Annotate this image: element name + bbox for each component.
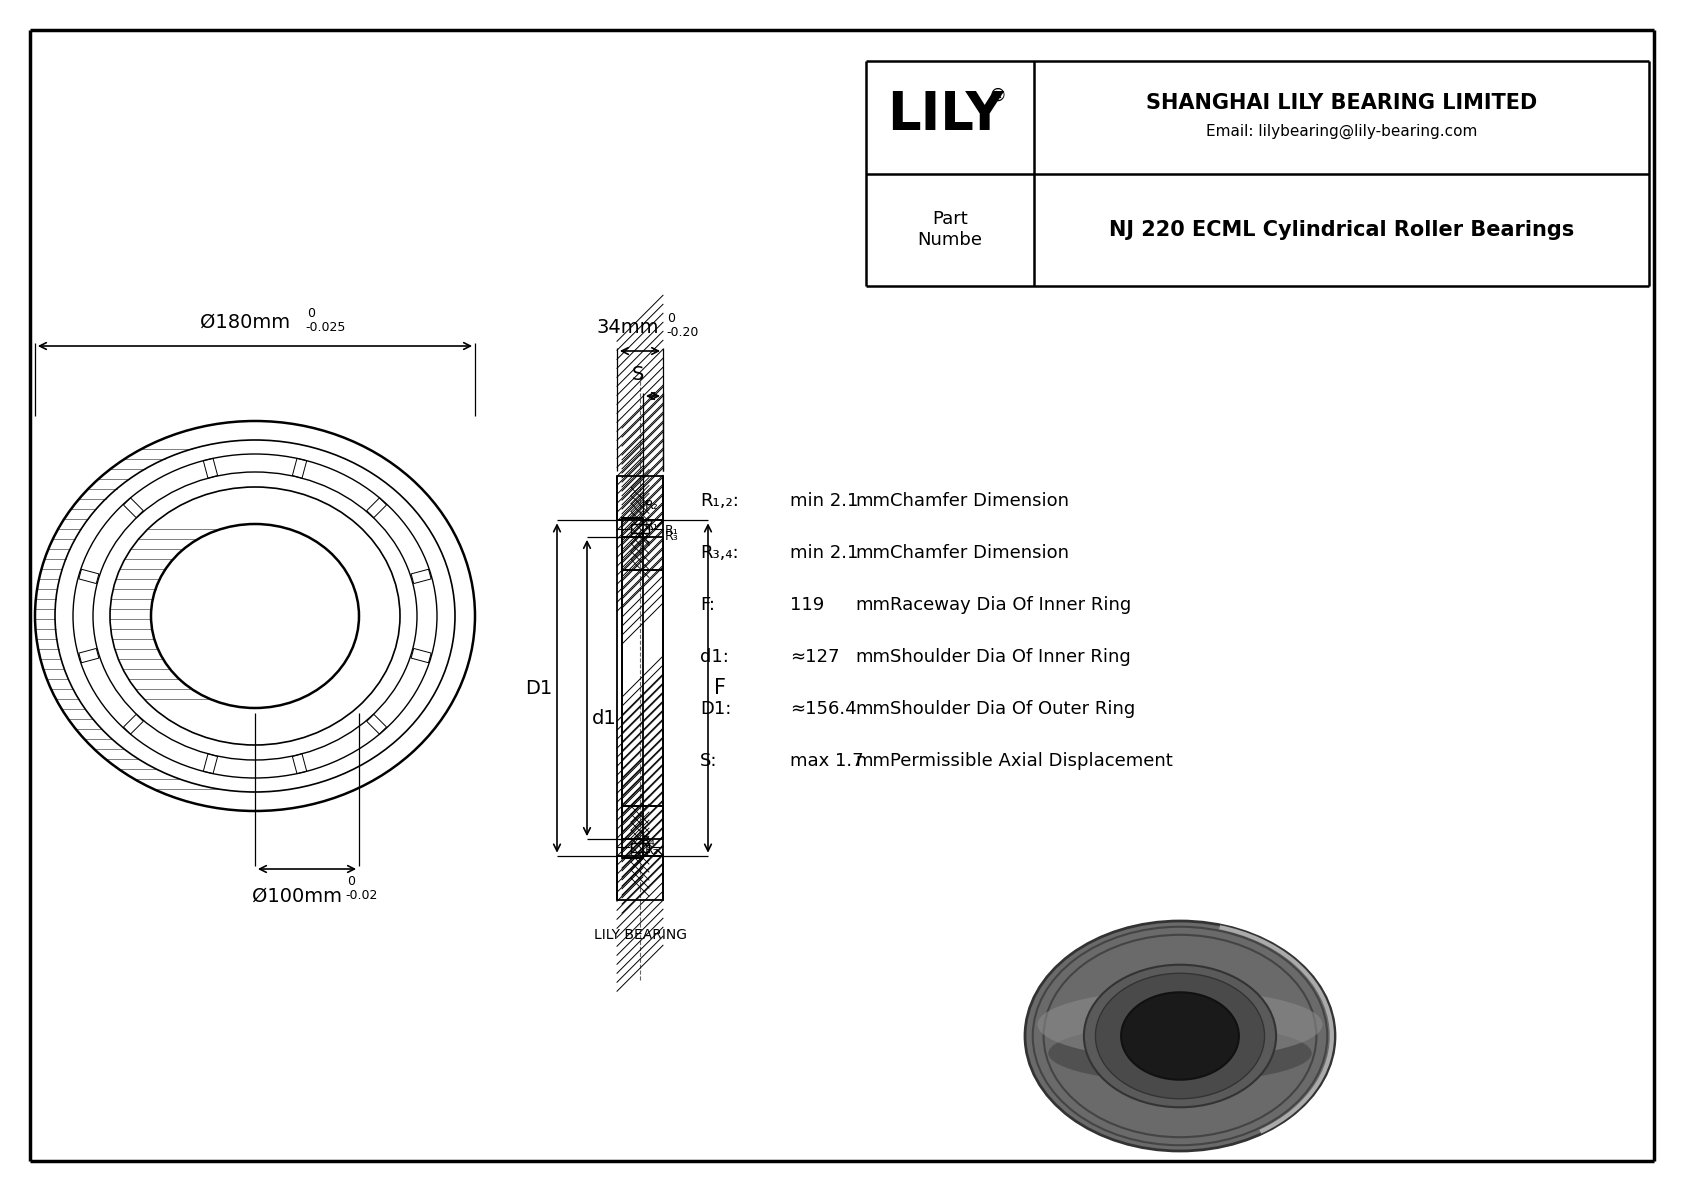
Text: 119: 119: [790, 596, 823, 615]
Ellipse shape: [1122, 992, 1239, 1080]
Text: 0: 0: [347, 875, 355, 888]
Bar: [632, 843, 648, 852]
Bar: [411, 648, 431, 662]
Bar: [293, 459, 306, 479]
Bar: [621, 537, 663, 570]
Text: min 2.1: min 2.1: [790, 544, 859, 562]
Ellipse shape: [1037, 990, 1322, 1059]
Bar: [616, 475, 663, 520]
Text: Chamfer Dimension: Chamfer Dimension: [891, 492, 1069, 510]
Text: 0: 0: [667, 312, 675, 325]
Bar: [621, 518, 643, 537]
Bar: [621, 806, 663, 838]
Bar: [632, 843, 648, 852]
Text: Shoulder Dia Of Outer Ring: Shoulder Dia Of Outer Ring: [891, 700, 1135, 718]
Text: S:: S:: [701, 752, 717, 771]
Bar: [621, 518, 643, 537]
Text: R₄: R₄: [642, 835, 655, 848]
Text: mm: mm: [855, 596, 891, 615]
Text: mm: mm: [855, 544, 891, 562]
Text: min 2.1: min 2.1: [790, 492, 859, 510]
Bar: [79, 648, 99, 662]
Bar: [621, 806, 663, 838]
Ellipse shape: [1047, 1024, 1312, 1081]
Bar: [79, 569, 99, 584]
Text: Chamfer Dimension: Chamfer Dimension: [891, 544, 1069, 562]
Text: R₂: R₂: [645, 844, 658, 858]
Bar: [621, 838, 643, 858]
Text: R₁,₂:: R₁,₂:: [701, 492, 739, 510]
Bar: [616, 855, 663, 900]
Text: R₁: R₁: [645, 519, 658, 532]
Text: 0: 0: [306, 307, 315, 320]
Bar: [621, 537, 663, 570]
Text: LILY: LILY: [887, 89, 1004, 142]
Text: R₂: R₂: [645, 499, 658, 512]
Text: LILY BEARING: LILY BEARING: [593, 929, 687, 942]
Bar: [411, 569, 431, 584]
Ellipse shape: [1084, 965, 1276, 1108]
Text: mm: mm: [855, 492, 891, 510]
Bar: [123, 715, 143, 734]
Text: Ø180mm: Ø180mm: [200, 313, 290, 332]
Text: ≈156.4: ≈156.4: [790, 700, 857, 718]
Text: R₃: R₃: [665, 530, 679, 543]
Text: Ø100mm: Ø100mm: [253, 887, 342, 906]
Text: ≈127: ≈127: [790, 648, 840, 666]
Text: d1: d1: [593, 709, 616, 728]
Text: D1: D1: [525, 679, 552, 698]
Bar: [123, 498, 143, 518]
Bar: [367, 715, 387, 734]
Text: 34mm: 34mm: [596, 318, 658, 337]
Text: -0.20: -0.20: [665, 326, 699, 339]
Bar: [293, 754, 306, 774]
Text: mm: mm: [855, 700, 891, 718]
Text: NJ 220 ECML Cylindrical Roller Bearings: NJ 220 ECML Cylindrical Roller Bearings: [1110, 220, 1575, 239]
Ellipse shape: [1026, 921, 1335, 1151]
Text: Part
Numbe: Part Numbe: [918, 211, 983, 249]
Bar: [632, 524, 648, 532]
Text: Raceway Dia Of Inner Ring: Raceway Dia Of Inner Ring: [891, 596, 1132, 615]
Text: d1:: d1:: [701, 648, 729, 666]
Text: max 1.7: max 1.7: [790, 752, 864, 771]
Bar: [621, 838, 643, 858]
Text: F: F: [714, 678, 726, 698]
Text: R₃,₄:: R₃,₄:: [701, 544, 739, 562]
Text: Permissible Axial Displacement: Permissible Axial Displacement: [891, 752, 1172, 771]
Bar: [616, 475, 663, 520]
Text: Shoulder Dia Of Inner Ring: Shoulder Dia Of Inner Ring: [891, 648, 1130, 666]
Text: ®: ®: [989, 86, 1005, 105]
Text: F:: F:: [701, 596, 716, 615]
Bar: [367, 498, 387, 518]
Text: -0.02: -0.02: [345, 888, 377, 902]
Text: -0.025: -0.025: [305, 322, 345, 333]
Bar: [616, 855, 663, 900]
Text: D1:: D1:: [701, 700, 731, 718]
Text: R₁: R₁: [665, 524, 679, 537]
Bar: [204, 754, 217, 774]
Bar: [632, 524, 648, 532]
Bar: [204, 459, 217, 479]
Text: SHANGHAI LILY BEARING LIMITED: SHANGHAI LILY BEARING LIMITED: [1147, 93, 1537, 113]
Ellipse shape: [1095, 973, 1265, 1099]
Text: S: S: [632, 364, 645, 384]
Text: mm: mm: [855, 752, 891, 771]
Text: mm: mm: [855, 648, 891, 666]
Text: Email: lilybearing@lily-bearing.com: Email: lilybearing@lily-bearing.com: [1206, 124, 1477, 139]
